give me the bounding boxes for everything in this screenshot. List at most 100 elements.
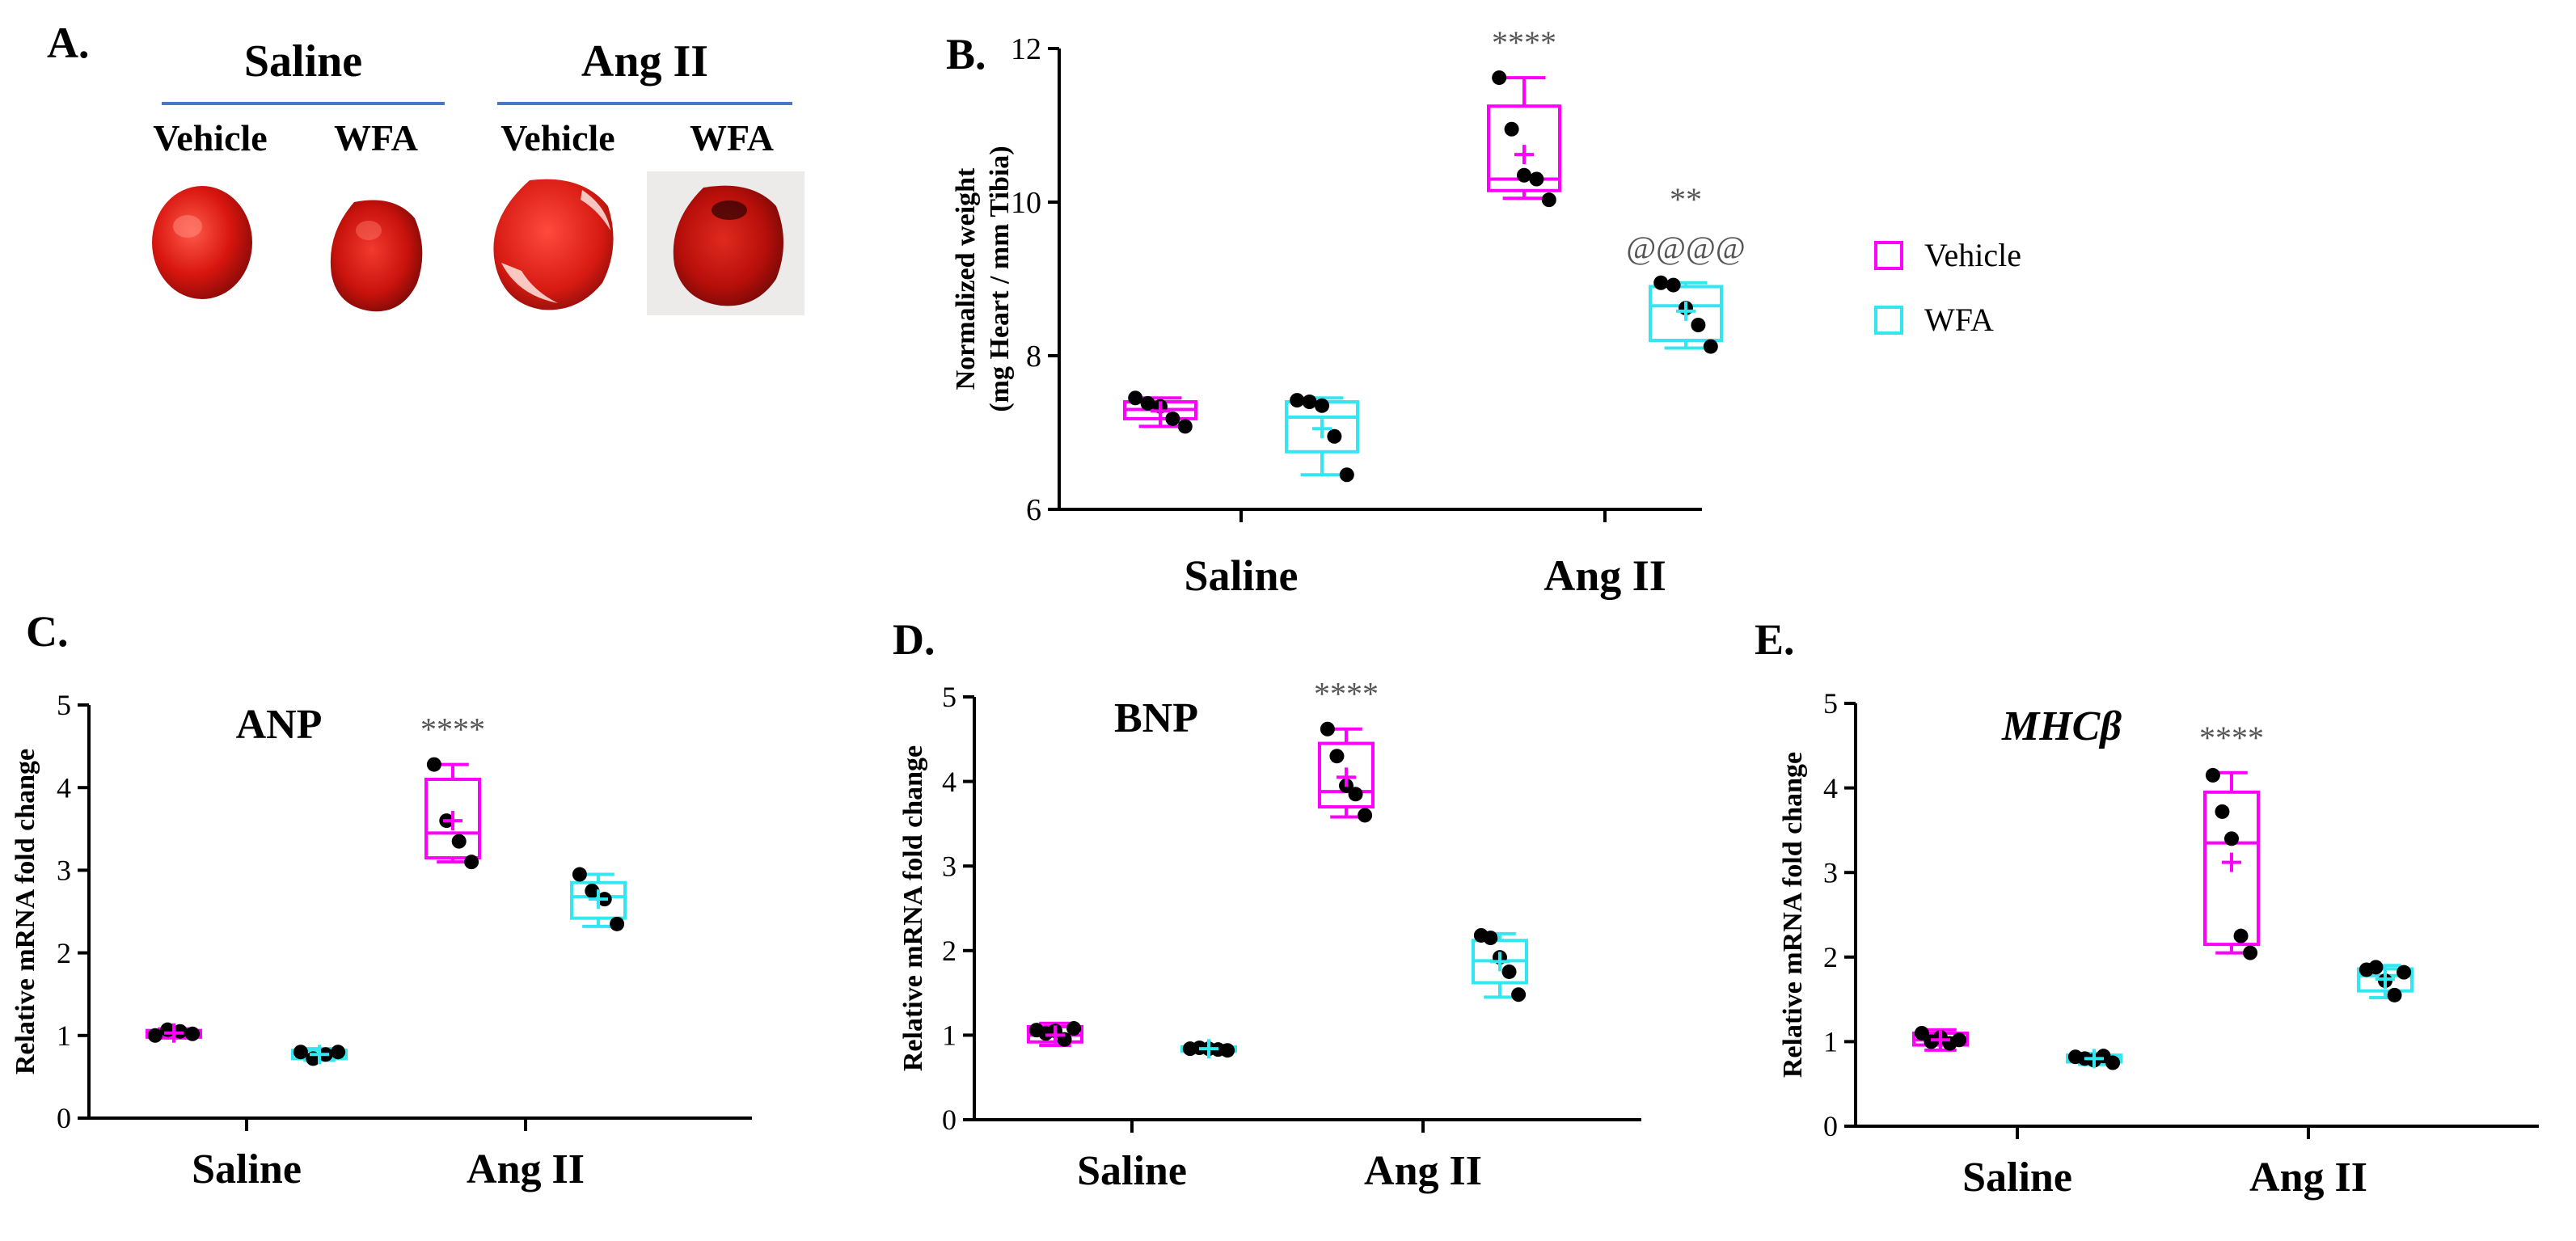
y-axis-label: Relative mRNA fold change [11, 749, 40, 1074]
box-vehicle-1 [1318, 721, 1375, 823]
data-point [1339, 467, 1354, 483]
significance-label: ** [1670, 181, 1702, 217]
data-point [2368, 960, 2384, 975]
x-tick-label: Saline [1184, 551, 1298, 600]
chart-title: BNP [1114, 695, 1198, 741]
x-tick-label: Ang II [1543, 551, 1666, 600]
y-tick-label: 1 [1823, 1026, 1838, 1058]
box-wfa-1 [2357, 960, 2413, 1003]
y-tick-label: 0 [942, 1104, 956, 1136]
panel-label-c: C. [26, 607, 69, 656]
data-point [2215, 804, 2230, 819]
data-point [1128, 390, 1143, 406]
box-iqr [1318, 741, 1375, 808]
heart-image-angii-wfa [673, 185, 783, 306]
data-point [1327, 428, 1342, 444]
y-tick-label: 5 [1823, 687, 1838, 720]
y-tick-label: 2 [1823, 941, 1838, 973]
x-tick-label: Saline [1962, 1154, 2072, 1201]
data-point [1329, 749, 1345, 764]
data-point [1165, 411, 1180, 426]
box-wfa-1 [1472, 927, 1528, 1003]
data-point [1302, 395, 1317, 409]
y-tick-label: 4 [942, 766, 956, 798]
heart-image-saline-vehicle [152, 186, 252, 299]
legend: Vehicle WFA [1874, 237, 2021, 338]
group-header-saline: Saline [243, 36, 363, 87]
data-point [1315, 398, 1329, 413]
legend-swatch [1874, 306, 1903, 335]
chart-b: 6 8 10 12 Saline Ang II Normalized weight (mg H… [951, 24, 1746, 600]
data-point [147, 1028, 163, 1043]
significance-label: **** [420, 711, 485, 748]
y-tick-label: 10 [1011, 186, 1041, 220]
data-point [2243, 945, 2258, 960]
data-point [585, 883, 600, 898]
x-tick-label: Saline [1077, 1148, 1187, 1194]
chart-title: MHCβ [2001, 703, 2122, 749]
x-tick-label: Saline [192, 1146, 302, 1192]
data-point [2105, 1055, 2121, 1070]
chart-title: ANP [236, 702, 323, 748]
data-point [1177, 419, 1193, 434]
data-point [1517, 167, 1531, 183]
data-point [1703, 339, 1718, 354]
data-point [185, 1026, 201, 1041]
panel-label-b: B. [946, 30, 986, 78]
chart-d: 0 1 2 3 4 5 Saline Ang II Relative mRNA fold cha… [898, 676, 1641, 1194]
data-point [2233, 928, 2249, 943]
data-point [451, 834, 467, 849]
box-wfa-1 [570, 867, 627, 931]
y-tick-label: 5 [57, 689, 71, 721]
data-point [1492, 70, 1507, 86]
y-tick-label: 3 [942, 850, 956, 882]
column-label-saline-wfa: WFA [334, 117, 418, 158]
group-line-saline [162, 102, 445, 105]
box-wfa-0 [1180, 1039, 1237, 1059]
y-tick-label: 12 [1011, 32, 1041, 66]
data-point [1511, 987, 1527, 1003]
data-point [1290, 393, 1305, 408]
data-point [1666, 277, 1681, 293]
box-wfa-0 [1285, 393, 1359, 483]
data-point [1140, 395, 1155, 411]
panel-label-d: D. [893, 615, 935, 664]
data-point [2387, 987, 2402, 1003]
box-vehicle-0 [1912, 1025, 1969, 1052]
box-iqr [1487, 104, 1561, 192]
legend-label: Vehicle [1924, 237, 2021, 273]
box-vehicle-1 [2203, 767, 2260, 960]
y-tick-label: 3 [1823, 856, 1838, 889]
box-iqr [1649, 285, 1723, 342]
data-point [1066, 1021, 1082, 1036]
panel-label-e: E. [1755, 615, 1795, 664]
data-point [1358, 808, 1373, 823]
y-tick-label: 2 [942, 935, 956, 967]
y-tick-label: 4 [57, 771, 71, 804]
data-point [2397, 965, 2412, 980]
y-tick-label: 0 [1823, 1110, 1838, 1142]
chart-e: 0 1 2 3 4 5 Saline Ang II Relative mRNA fold cha… [1778, 687, 2539, 1201]
data-point [1952, 1032, 1967, 1048]
x-tick-label: Ang II [467, 1146, 585, 1192]
box-vehicle-0 [1027, 1021, 1083, 1047]
x-tick-label: Ang II [2249, 1154, 2367, 1201]
column-label-angii-wfa: WFA [690, 117, 774, 158]
box-vehicle-1 [1487, 70, 1561, 208]
data-point [1529, 171, 1544, 187]
data-point [1320, 721, 1335, 737]
y-tick-label: 4 [1823, 772, 1838, 804]
legend-swatch [1874, 241, 1903, 270]
y-tick-label: 5 [942, 681, 956, 713]
box-vehicle-0 [146, 1022, 202, 1043]
data-point [1348, 787, 1363, 802]
y-tick-label: 6 [1026, 493, 1041, 527]
data-point [331, 1045, 346, 1060]
significance-label: **** [1314, 676, 1379, 712]
box-iqr [424, 777, 481, 860]
box-vehicle-0 [1123, 390, 1197, 434]
y-axis-label: Relative mRNA fold change [898, 745, 928, 1071]
data-point [1483, 931, 1498, 946]
group-line-ang-ii [497, 102, 792, 105]
y-axis-label: Relative mRNA fold change [1778, 752, 1808, 1078]
